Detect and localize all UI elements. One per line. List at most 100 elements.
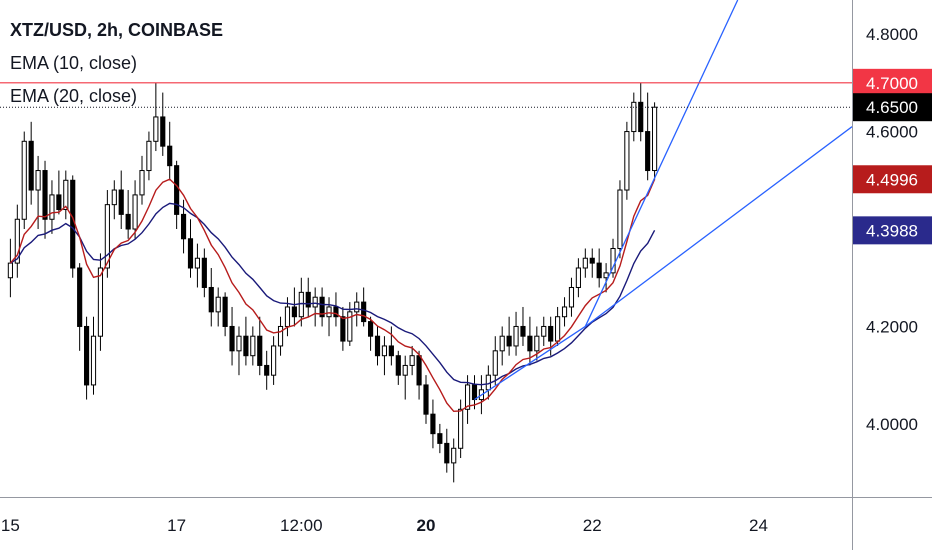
candle-body-30: [215, 296, 221, 313]
candle-body-12: [90, 335, 97, 386]
candle-body-16: [118, 189, 124, 215]
trendline-steep[interactable]: [584, 0, 739, 327]
candle-body-35: [250, 335, 256, 357]
candle-body-2: [21, 140, 27, 220]
candle-body-21: [153, 116, 159, 142]
ema20-price-badge: [853, 216, 932, 245]
price-tick-label-0: 4.8000: [866, 25, 918, 44]
candle-body-50: [354, 301, 360, 313]
candle-body-91: [638, 101, 644, 133]
candle-body-41: [291, 306, 297, 318]
candle-body-15: [111, 189, 117, 206]
candle-body-56: [395, 355, 401, 376]
candle-body-20: [146, 140, 152, 172]
candle-body-63: [444, 442, 450, 464]
candle-body-66: [464, 384, 471, 410]
candle-body-37: [264, 364, 270, 376]
candle-body-59: [416, 355, 422, 386]
candle-body-31: [222, 296, 228, 327]
candle-body-14: [104, 204, 110, 269]
candle-body-86: [603, 272, 609, 279]
candle-body-87: [610, 248, 616, 274]
ema10-line: [9, 178, 656, 413]
candle-body-72: [506, 335, 512, 347]
candle-body-77: [541, 325, 547, 337]
resistance-price-badge-text: 4.7000: [866, 74, 918, 93]
trendline-lower[interactable]: [474, 325, 586, 401]
candle-body-76: [534, 335, 540, 352]
candle-body-70: [492, 350, 498, 376]
candle-body-34: [243, 335, 249, 357]
candle-body-52: [368, 321, 374, 337]
candle-body-45: [319, 296, 325, 318]
candle-body-82: [575, 267, 581, 288]
candle-body-6: [49, 194, 55, 220]
candle-body-90: [631, 101, 637, 133]
candle-body-65: [458, 408, 464, 449]
candle-body-88: [617, 189, 623, 250]
candle-body-44: [312, 296, 318, 308]
candle-body-47: [333, 306, 339, 318]
candle-body-79: [555, 316, 561, 342]
candle-body-19: [139, 170, 145, 196]
time-tick-label-1: 17: [167, 516, 186, 535]
last-price-badge-text: 4.6500: [866, 98, 918, 117]
candle-body-42: [298, 291, 304, 318]
trendline-lower-extension[interactable]: [584, 126, 853, 327]
symbol-title[interactable]: XTZ/USD, 2h, COINBASE: [10, 20, 224, 40]
candle-body-10: [77, 267, 83, 327]
candle-body-83: [582, 257, 588, 269]
resistance-price-badge: [853, 68, 932, 97]
candle-body-26: [187, 238, 194, 269]
candle-body-81: [568, 286, 575, 308]
time-tick-label-0: 15: [1, 516, 20, 535]
candle-body-36: [257, 335, 263, 366]
candle-body-18: [132, 194, 138, 230]
time-tick-label-5: 24: [749, 516, 768, 535]
candle-body-7: [56, 194, 62, 211]
ema10-price-badge-text: 4.4996: [866, 170, 918, 189]
candle-body-29: [208, 286, 214, 313]
candle-body-32: [229, 325, 235, 352]
candle-body-67: [471, 384, 478, 401]
candle-body-9: [70, 179, 76, 269]
ema20-price-badge-text: 4.3988: [866, 221, 918, 240]
candle-body-8: [63, 179, 69, 211]
candle-body-40: [284, 306, 291, 327]
candle-body-39: [277, 325, 284, 347]
time-tick-label-3: 20: [417, 516, 436, 535]
ema10-price-badge: [853, 165, 932, 194]
candle-body-13: [97, 267, 104, 337]
candle-body-27: [194, 257, 200, 269]
candle-body-48: [340, 316, 346, 342]
candle-body-38: [271, 345, 277, 376]
candle-body-62: [437, 433, 443, 444]
ema20-legend-label[interactable]: EMA (20, close): [10, 86, 138, 106]
time-tick-label-4: 22: [583, 516, 602, 535]
ema10-legend-label[interactable]: EMA (10, close): [10, 53, 138, 73]
last-price-badge: [853, 93, 932, 122]
price-tick-label-2: 4.2000: [866, 317, 918, 336]
candle-body-85: [596, 262, 602, 279]
candle-body-23: [167, 145, 173, 167]
candle-body-25: [180, 213, 187, 240]
candle-body-89: [624, 131, 630, 191]
candle-body-78: [548, 325, 554, 342]
candle-body-11: [84, 325, 90, 386]
candle-body-51: [361, 301, 367, 323]
chart-legend: XTZ/USD, 2h, COINBASE EMA (10, close) EM…: [10, 14, 223, 113]
candle-body-54: [381, 345, 388, 357]
candle-body-92: [645, 131, 651, 172]
candle-body-22: [160, 116, 166, 147]
price-tick-label-3: 4.0000: [866, 415, 918, 434]
candle-body-53: [374, 335, 381, 357]
candle-body-0: [7, 262, 13, 279]
candle-body-1: [14, 218, 20, 264]
candle-body-57: [402, 364, 408, 376]
candle-body-17: [125, 213, 131, 230]
candle-body-60: [423, 384, 429, 415]
candle-body-43: [305, 291, 311, 308]
time-tick-label-2: 12:00: [280, 516, 323, 535]
candle-body-28: [201, 257, 207, 288]
